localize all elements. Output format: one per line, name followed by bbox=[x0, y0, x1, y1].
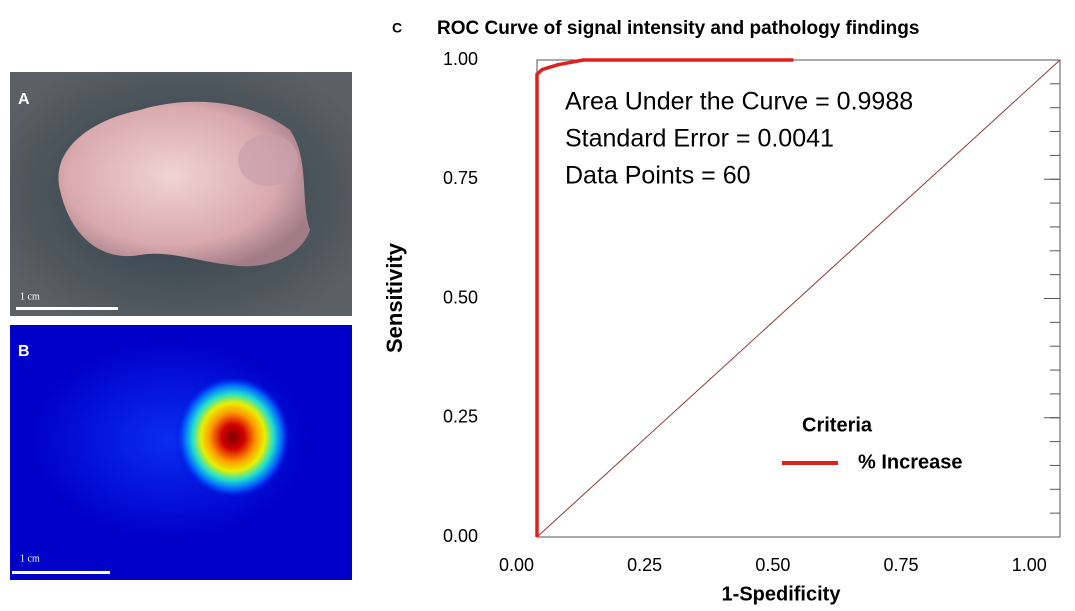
y-tick-label: 0.25 bbox=[443, 407, 478, 427]
panel-label: B bbox=[18, 343, 30, 360]
scale-label: 1 cm bbox=[20, 291, 40, 302]
photo-a: A 1 cm bbox=[10, 72, 352, 316]
x-tick-label: 0.75 bbox=[884, 555, 919, 575]
annotation: Data Points = 60 bbox=[565, 162, 751, 190]
legend-title: Criteria bbox=[802, 414, 873, 436]
y-tick-label: 1.00 bbox=[443, 49, 478, 69]
chart: C ROC Curve of signal intensity and patho… bbox=[382, 18, 1061, 605]
photo-b: B 1 cm bbox=[10, 325, 352, 580]
x-axis-label: 1-Spedificity bbox=[722, 583, 842, 605]
legend-label: % Increase bbox=[858, 451, 963, 473]
chart-title: ROC Curve of signal intensity and pathol… bbox=[437, 18, 919, 39]
annotation: Area Under the Curve = 0.9988 bbox=[565, 88, 913, 116]
x-tick-label: 0.25 bbox=[627, 555, 662, 575]
y-tick-label: 0.50 bbox=[443, 287, 478, 307]
x-tick-label: 1.00 bbox=[1012, 555, 1047, 575]
y-tick-label: 0.75 bbox=[443, 168, 478, 188]
y-tick-label: 0.00 bbox=[443, 526, 478, 546]
panel-label: A bbox=[18, 91, 30, 108]
panel-label: C bbox=[392, 20, 402, 36]
scale-label: 1 cm bbox=[20, 553, 40, 564]
x-tick-label: 0.50 bbox=[755, 555, 790, 575]
diagonal bbox=[536, 59, 1061, 538]
annotation: Standard Error = 0.0041 bbox=[565, 125, 834, 153]
x-tick-label: 0.00 bbox=[499, 555, 534, 575]
roc-curve bbox=[535, 58, 794, 537]
y-axis-label: Sensitivity bbox=[382, 242, 407, 353]
